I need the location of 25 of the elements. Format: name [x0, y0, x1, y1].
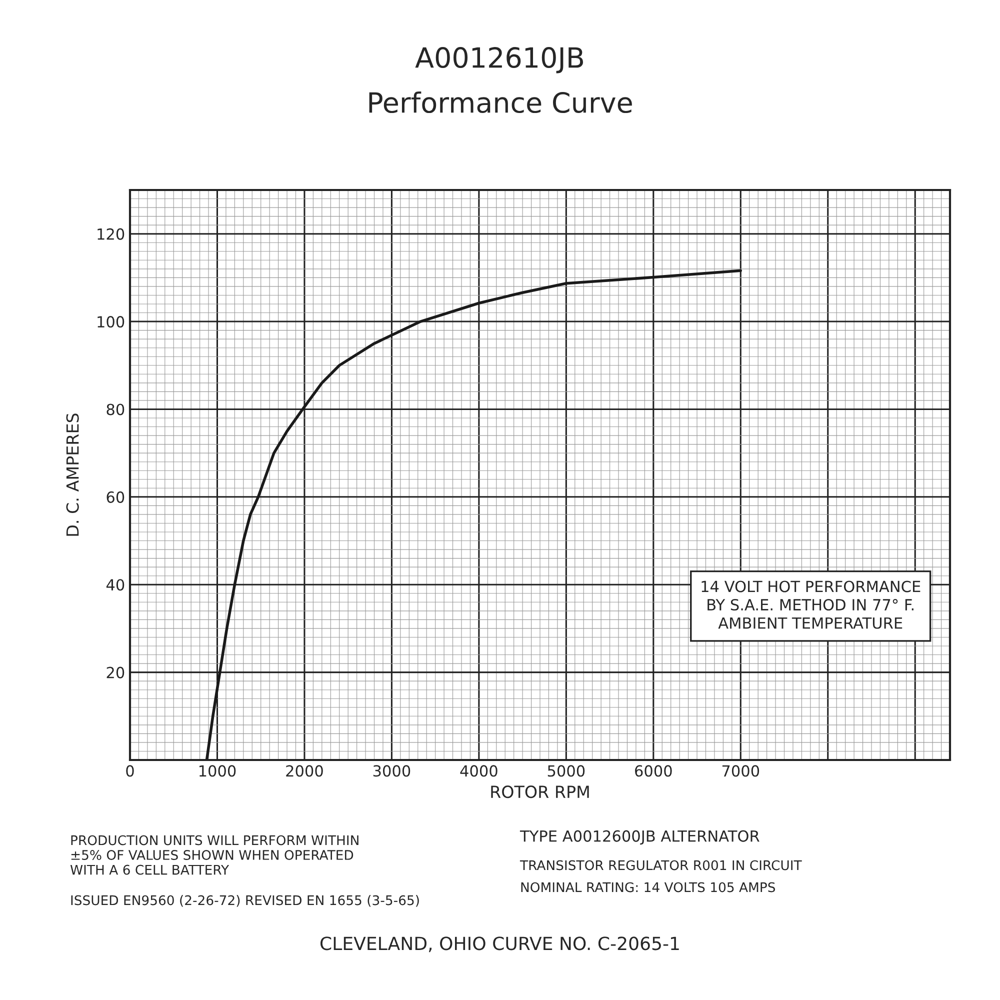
x-axis-title: ROTOR RPM	[491, 785, 589, 798]
text: TRANSISTOR REGULATOR R001 IN CIRCUIT	[520, 860, 802, 870]
y-tick-label: 100	[98, 316, 124, 328]
x-tick-label: 6000	[635, 765, 672, 777]
x-tick-label: 1000	[199, 765, 236, 777]
text: CLEVELAND, OHIO CURVE NO. C-2065-1	[320, 936, 679, 952]
y-axis-title: D. C. AMPERES	[66, 414, 79, 536]
y-tick-label: 20	[106, 666, 124, 678]
text: TYPE A0012600JB ALTERNATOR	[520, 830, 760, 845]
chart-title: A0012610JB	[415, 47, 584, 74]
x-tick-label: 2000	[286, 765, 323, 777]
text: ISSUED EN9560 (2-26-72) REVISED EN 1655 (3-5-65)	[71, 895, 419, 907]
y-tick-label: 80	[106, 404, 124, 416]
y-tick-label: 60	[106, 491, 124, 503]
y-tick-label: 40	[106, 579, 124, 591]
text: PRODUCTION UNITS WILL PERFORM WITHIN ±5% OF VALUES SHOWN WHEN OPERATED WITH A 6 CELL BATTERY	[70, 835, 358, 875]
chart-subtitle: Performance Curve	[369, 92, 632, 114]
text: NOMINAL RATING: 14 VOLTS 105 AMPS	[521, 882, 776, 892]
x-tick-label: 7000	[722, 765, 760, 777]
annotation: 14 VOLT HOT PERFORMANCE BY S.A.E. METHOD IN 77° F. AMBIENT TEMPERATURE	[702, 580, 920, 629]
x-tick-label: 3000	[373, 765, 410, 777]
x-tick-label: 4000	[460, 765, 498, 777]
x-tick-label: 0	[126, 765, 134, 777]
y-tick-label: 120	[98, 228, 124, 240]
x-tick-label: 5000	[548, 765, 585, 777]
